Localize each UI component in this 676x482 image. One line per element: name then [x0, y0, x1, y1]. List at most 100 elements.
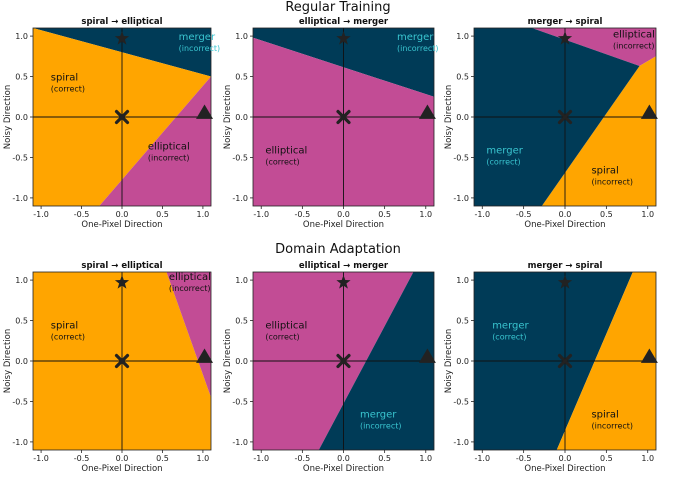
- panel-title: merger → spiral: [528, 17, 603, 27]
- x-tick-label: -1.0: [253, 454, 269, 463]
- region-note-elliptical: (incorrect): [148, 153, 190, 162]
- x-tick-label: -0.5: [295, 210, 311, 219]
- region-label-merger: merger: [486, 145, 523, 156]
- region-label-spiral: spiral: [51, 321, 78, 332]
- y-tick-label: -0.5: [12, 153, 28, 162]
- x-tick-label: 1.0: [419, 454, 432, 463]
- region-label-elliptical: elliptical: [265, 145, 307, 156]
- x-axis-label: One-Pixel Direction: [81, 220, 162, 230]
- x-axis-label: One-Pixel Direction: [81, 464, 162, 474]
- panel-2: -1.0 -1.0 -0.5 -0.5 0.0 0.0 0.5 0.5 1.0 1.0 ellipt…: [223, 17, 439, 230]
- region-note-elliptical: (correct): [265, 157, 299, 166]
- x-tick-label: 0.0: [559, 454, 572, 463]
- region-label-merger: merger: [397, 32, 434, 43]
- y-axis-label: Noisy Direction: [3, 85, 13, 149]
- x-tick-label: -1.0: [253, 210, 269, 219]
- x-tick-label: 1.0: [197, 454, 210, 463]
- x-tick-label: -1.0: [33, 454, 49, 463]
- panel-5: -1.0 -1.0 -0.5 -0.5 0.0 0.0 0.5 0.5 1.0 1.0 ellipt…: [223, 261, 436, 474]
- y-tick-label: 0.0: [456, 357, 469, 366]
- y-tick-label: -0.5: [453, 153, 469, 162]
- y-tick-label: -1.0: [453, 438, 469, 447]
- panel-3: -1.0 -1.0 -0.5 -0.5 0.0 0.0 0.5 0.5 1.0 1.0 merger…: [444, 17, 658, 230]
- y-tick-label: 0.0: [456, 113, 469, 122]
- y-tick-label: 1.0: [456, 276, 469, 285]
- region-label-merger: merger: [492, 321, 529, 332]
- x-tick-label: 0.5: [600, 454, 613, 463]
- section-title-regular: Regular Training: [285, 0, 391, 15]
- region-label-spiral: spiral: [51, 73, 78, 84]
- y-tick-label: 0.5: [456, 73, 469, 82]
- y-tick-label: -1.0: [232, 194, 248, 203]
- region-note-merger: (correct): [492, 333, 526, 342]
- y-tick-label: 0.0: [235, 357, 248, 366]
- region-note-merger: (correct): [486, 157, 520, 166]
- y-tick-label: 0.0: [235, 113, 248, 122]
- panel-title: elliptical → merger: [299, 17, 389, 27]
- y-axis-label: Noisy Direction: [444, 329, 454, 393]
- cross-marker: [114, 353, 130, 369]
- y-tick-label: -0.5: [232, 397, 248, 406]
- y-tick-label: 0.5: [235, 317, 248, 326]
- y-tick-label: -0.5: [453, 397, 469, 406]
- x-tick-label: -0.5: [74, 210, 90, 219]
- y-axis-label: Noisy Direction: [3, 329, 13, 393]
- panel-title: merger → spiral: [528, 261, 603, 271]
- region-note-elliptical: (incorrect): [169, 284, 211, 293]
- triangle-marker: [640, 104, 658, 119]
- region-note-elliptical: (correct): [265, 333, 299, 342]
- y-tick-label: -0.5: [12, 397, 28, 406]
- region-label-elliptical: elliptical: [613, 30, 655, 41]
- cross-marker: [336, 353, 351, 369]
- x-axis-label: One-Pixel Direction: [524, 464, 605, 474]
- region-note-spiral: (incorrect): [591, 422, 633, 431]
- x-tick-label: 1.0: [419, 210, 432, 219]
- x-tick-label: -0.5: [516, 454, 532, 463]
- x-axis-label: One-Pixel Direction: [524, 220, 605, 230]
- x-tick-label: 0.0: [116, 210, 129, 219]
- y-tick-label: 1.0: [235, 276, 248, 285]
- region-note-spiral: (correct): [51, 333, 85, 342]
- region-note-elliptical: (incorrect): [613, 42, 655, 51]
- x-tick-label: 1.0: [197, 210, 210, 219]
- panel-title: elliptical → merger: [299, 261, 389, 271]
- triangle-marker: [196, 348, 214, 363]
- y-tick-label: 0.5: [15, 317, 28, 326]
- y-tick-label: -1.0: [232, 438, 248, 447]
- x-tick-label: 0.0: [337, 454, 350, 463]
- y-tick-label: -1.0: [12, 194, 28, 203]
- y-tick-label: 0.5: [235, 73, 248, 82]
- panel-title: spiral → elliptical: [81, 17, 162, 27]
- region-note-spiral: (incorrect): [591, 178, 633, 187]
- x-axis-label: One-Pixel Direction: [303, 464, 384, 474]
- y-tick-label: 1.0: [15, 32, 28, 41]
- x-tick-label: 1.0: [641, 210, 654, 219]
- region-note-merger: (incorrect): [179, 44, 221, 53]
- region-elliptical: [166, 272, 211, 398]
- y-tick-label: 0.0: [15, 113, 28, 122]
- cross-marker: [557, 353, 573, 369]
- star-marker: [114, 275, 130, 289]
- y-tick-label: 0.5: [15, 73, 28, 82]
- x-tick-label: 0.5: [378, 210, 391, 219]
- region-note-merger: (incorrect): [397, 44, 439, 53]
- x-tick-label: 1.0: [641, 454, 654, 463]
- cross-marker: [336, 109, 351, 125]
- y-tick-label: 0.0: [15, 357, 28, 366]
- triangle-marker: [640, 348, 658, 363]
- x-tick-label: 0.5: [600, 210, 613, 219]
- y-tick-label: 1.0: [15, 276, 28, 285]
- panel-title: spiral → elliptical: [81, 261, 162, 271]
- region-label-merger: merger: [360, 410, 397, 421]
- y-axis-label: Noisy Direction: [223, 329, 233, 393]
- region-label-elliptical: elliptical: [265, 321, 307, 332]
- x-tick-label: -1.0: [474, 210, 490, 219]
- region-label-elliptical: elliptical: [169, 272, 211, 283]
- region-note-spiral: (correct): [51, 85, 85, 94]
- x-tick-label: 0.5: [156, 454, 169, 463]
- y-tick-label: -0.5: [232, 153, 248, 162]
- panel-6: -1.0 -1.0 -0.5 -0.5 0.0 0.0 0.5 0.5 1.0 1.0 merger…: [444, 261, 658, 474]
- y-axis-label: Noisy Direction: [223, 85, 233, 149]
- triangle-marker: [418, 104, 436, 119]
